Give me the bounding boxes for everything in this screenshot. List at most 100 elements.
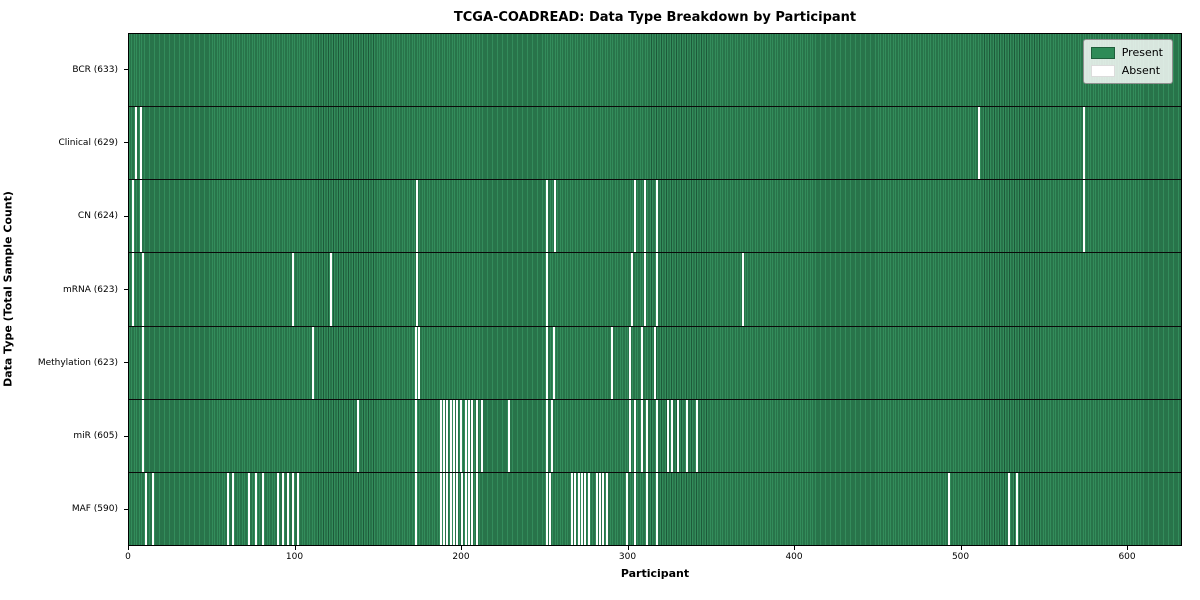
absent-stripe: [416, 253, 419, 326]
absent-stripe: [142, 253, 145, 326]
x-tick-label: 400: [785, 552, 803, 562]
absent-stripe: [602, 472, 605, 545]
absent-stripe: [655, 399, 658, 472]
y-tick-label: Clinical (629): [58, 137, 118, 148]
absent-stripe: [452, 399, 455, 472]
absent-stripe: [464, 399, 467, 472]
absent-stripe: [685, 399, 688, 472]
absent-stripe: [145, 472, 148, 545]
absent-stripe: [476, 399, 479, 472]
x-axis-label: Participant: [620, 567, 690, 580]
absent-stripe: [231, 472, 234, 545]
absent-stripe: [140, 107, 143, 180]
absent-stripe: [142, 399, 145, 472]
absent-stripe: [645, 399, 648, 472]
absent-stripe: [577, 472, 580, 545]
absent-stripe: [634, 399, 637, 472]
absent-stripe: [545, 326, 548, 399]
legend-item-absent: Absent: [1090, 64, 1163, 77]
absent-stripe: [226, 472, 229, 545]
x-tick-mark: [294, 546, 296, 550]
absent-stripe: [132, 253, 135, 326]
absent-stripe: [461, 472, 464, 545]
absent-stripe: [655, 180, 658, 253]
absent-stripe: [545, 399, 548, 472]
absent-stripe: [291, 253, 294, 326]
absent-stripe: [654, 326, 656, 399]
absent-stripe: [452, 472, 455, 545]
absent-stripe: [459, 399, 462, 472]
absent-stripe: [695, 399, 698, 472]
absent-stripe: [667, 399, 670, 472]
absent-stripe: [1016, 472, 1019, 545]
absent-stripe: [276, 472, 279, 545]
plot-area: Present Absent: [128, 33, 1182, 546]
absent-stripe: [644, 180, 647, 253]
absent-stripe: [677, 399, 680, 472]
legend-item-present: Present: [1090, 46, 1163, 59]
absent-stripe: [640, 326, 643, 399]
absent-stripe: [625, 472, 628, 545]
y-tick-label: MAF (590): [71, 504, 118, 515]
absent-stripe: [135, 107, 138, 180]
absent-stripe: [634, 472, 637, 545]
heatmap-row-MAF: [129, 471, 1181, 545]
absent-stripe: [629, 399, 632, 472]
absent-stripe: [550, 399, 553, 472]
absent-stripe: [655, 472, 658, 545]
y-tick-mark: [124, 435, 128, 437]
absent-stripe: [467, 399, 470, 472]
absent-stripe: [152, 472, 155, 545]
x-axis: 0 100 200 300 400 500 600: [125, 546, 1182, 576]
y-tick-label: BCR (633): [72, 64, 118, 75]
legend: Present Absent: [1082, 39, 1173, 84]
absent-stripe: [442, 399, 445, 472]
absent-stripe: [599, 472, 602, 545]
absent-stripe: [476, 472, 479, 545]
legend-label-present: Present: [1121, 46, 1163, 59]
absent-stripe: [507, 399, 510, 472]
absent-stripe: [449, 472, 452, 545]
absent-stripe: [356, 399, 359, 472]
y-tick-mark: [124, 215, 128, 217]
absent-stripe: [584, 472, 587, 545]
absent-stripe: [670, 399, 673, 472]
y-tick-label: CN (624): [77, 211, 118, 222]
absent-stripe: [439, 472, 442, 545]
absent-stripe: [248, 472, 251, 545]
heatmap-row-miR: [129, 398, 1181, 472]
absent-stripe: [574, 472, 577, 545]
absent-stripe: [554, 180, 557, 253]
absent-stripe: [640, 399, 643, 472]
absent-stripe: [948, 472, 951, 545]
x-tick-mark: [960, 546, 962, 550]
absent-stripe: [978, 107, 981, 180]
absent-stripe: [605, 472, 608, 545]
absent-stripe: [296, 472, 299, 545]
y-tick-mark: [124, 69, 128, 71]
x-tick-label: 100: [285, 552, 304, 562]
absent-stripe: [456, 472, 459, 545]
absent-stripe: [630, 253, 633, 326]
absent-stripe: [464, 472, 467, 545]
absent-stripe: [140, 180, 143, 253]
y-tick-mark: [124, 362, 128, 364]
absent-stripe: [1082, 107, 1085, 180]
absent-stripe: [286, 472, 289, 545]
absent-stripe: [552, 326, 555, 399]
y-axis: BCR (633) Clinical (629) CN (624) mRNA (623…: [0, 33, 128, 546]
present-swatch-icon: [1090, 46, 1115, 59]
absent-stripe: [644, 253, 647, 326]
x-tick-mark: [794, 546, 796, 550]
absent-stripe: [545, 180, 548, 253]
y-tick-mark: [124, 142, 128, 144]
x-tick-mark: [128, 546, 129, 550]
y-tick-mark: [124, 289, 128, 290]
absent-stripe: [471, 399, 474, 472]
absent-stripe: [610, 326, 613, 399]
absent-stripe: [442, 472, 445, 545]
absent-stripe: [255, 472, 258, 545]
x-tick-label: 200: [452, 552, 470, 562]
legend-label-absent: Absent: [1121, 64, 1161, 77]
